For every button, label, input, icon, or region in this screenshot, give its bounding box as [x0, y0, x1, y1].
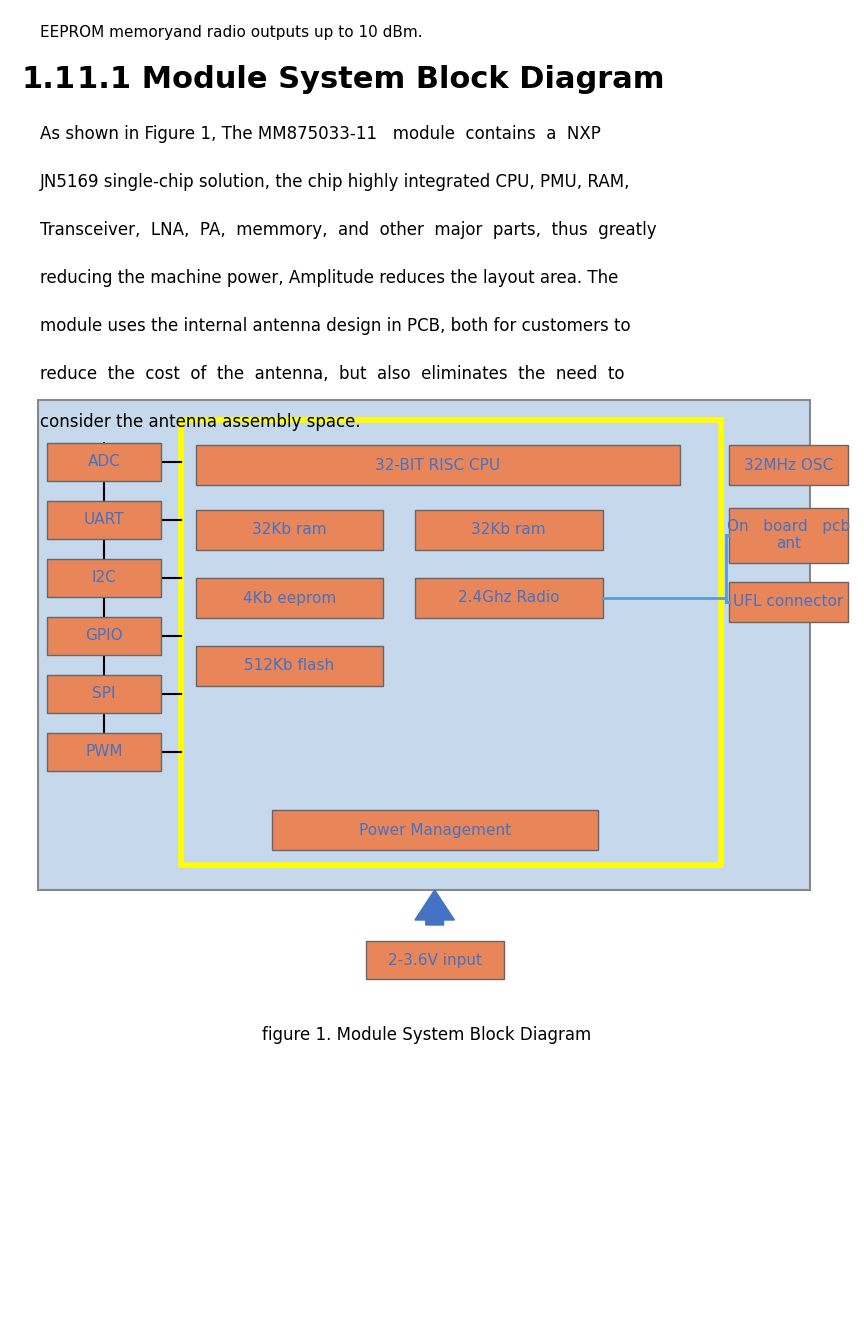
FancyBboxPatch shape [48, 675, 161, 713]
Text: 32Kb ram: 32Kb ram [252, 523, 327, 537]
FancyBboxPatch shape [195, 510, 384, 550]
Text: reduce  the  cost  of  the  antenna,  but  also  eliminates  the  need  to: reduce the cost of the antenna, but also… [40, 366, 624, 383]
FancyBboxPatch shape [729, 582, 848, 622]
Text: GPIO: GPIO [86, 628, 123, 644]
Text: 4Kb eeprom: 4Kb eeprom [243, 590, 336, 606]
FancyBboxPatch shape [365, 941, 504, 979]
FancyBboxPatch shape [195, 445, 680, 484]
Text: 32Kb ram: 32Kb ram [472, 523, 546, 537]
FancyBboxPatch shape [181, 420, 721, 865]
Text: On   board   pcb
ant: On board pcb ant [727, 519, 850, 552]
Text: 1.1: 1.1 [22, 65, 76, 94]
FancyBboxPatch shape [48, 502, 161, 539]
Text: ADC: ADC [88, 454, 121, 470]
Text: figure 1. Module System Block Diagram: figure 1. Module System Block Diagram [262, 1026, 591, 1044]
Text: UFL connector: UFL connector [734, 594, 843, 610]
Text: 512Kb flash: 512Kb flash [245, 659, 334, 673]
FancyBboxPatch shape [37, 400, 810, 890]
Text: 1.1 Module System Block Diagram: 1.1 Module System Block Diagram [77, 65, 664, 94]
Text: module uses the internal antenna design in PCB, both for customers to: module uses the internal antenna design … [40, 317, 630, 335]
FancyBboxPatch shape [729, 507, 848, 562]
FancyBboxPatch shape [195, 578, 384, 618]
FancyBboxPatch shape [48, 444, 161, 480]
Text: 32MHz OSC: 32MHz OSC [744, 458, 833, 473]
FancyBboxPatch shape [195, 645, 384, 686]
Text: Power Management: Power Management [359, 822, 511, 837]
Text: reducing the machine power, Amplitude reduces the layout area. The: reducing the machine power, Amplitude re… [40, 269, 618, 286]
FancyBboxPatch shape [271, 810, 598, 850]
Text: JN5169 single-chip solution, the chip highly integrated CPU, PMU, RAM,: JN5169 single-chip solution, the chip hi… [40, 173, 630, 191]
Text: As shown in Figure 1, The MM875033-11   module  contains  a  NXP: As shown in Figure 1, The MM875033-11 mo… [40, 125, 600, 143]
Polygon shape [415, 890, 454, 925]
Text: consider the antenna assembly space.: consider the antenna assembly space. [40, 413, 360, 432]
FancyBboxPatch shape [48, 616, 161, 655]
Text: EEPROM memoryand radio outputs up to 10 dBm.: EEPROM memoryand radio outputs up to 10 … [40, 25, 422, 40]
FancyBboxPatch shape [729, 445, 848, 484]
Text: Transceiver,  LNA,  PA,  memmory,  and  other  major  parts,  thus  greatly: Transceiver, LNA, PA, memmory, and other… [40, 220, 656, 239]
Text: 2-3.6V input: 2-3.6V input [388, 953, 481, 968]
Text: 32-BIT RISC CPU: 32-BIT RISC CPU [375, 458, 500, 473]
FancyBboxPatch shape [415, 510, 602, 550]
FancyBboxPatch shape [415, 578, 602, 618]
FancyBboxPatch shape [48, 558, 161, 597]
Text: SPI: SPI [92, 686, 116, 701]
Text: I2C: I2C [92, 570, 117, 586]
Text: PWM: PWM [86, 744, 123, 759]
FancyBboxPatch shape [48, 733, 161, 771]
Text: UART: UART [84, 512, 124, 528]
Text: 2.4Ghz Radio: 2.4Ghz Radio [458, 590, 560, 606]
